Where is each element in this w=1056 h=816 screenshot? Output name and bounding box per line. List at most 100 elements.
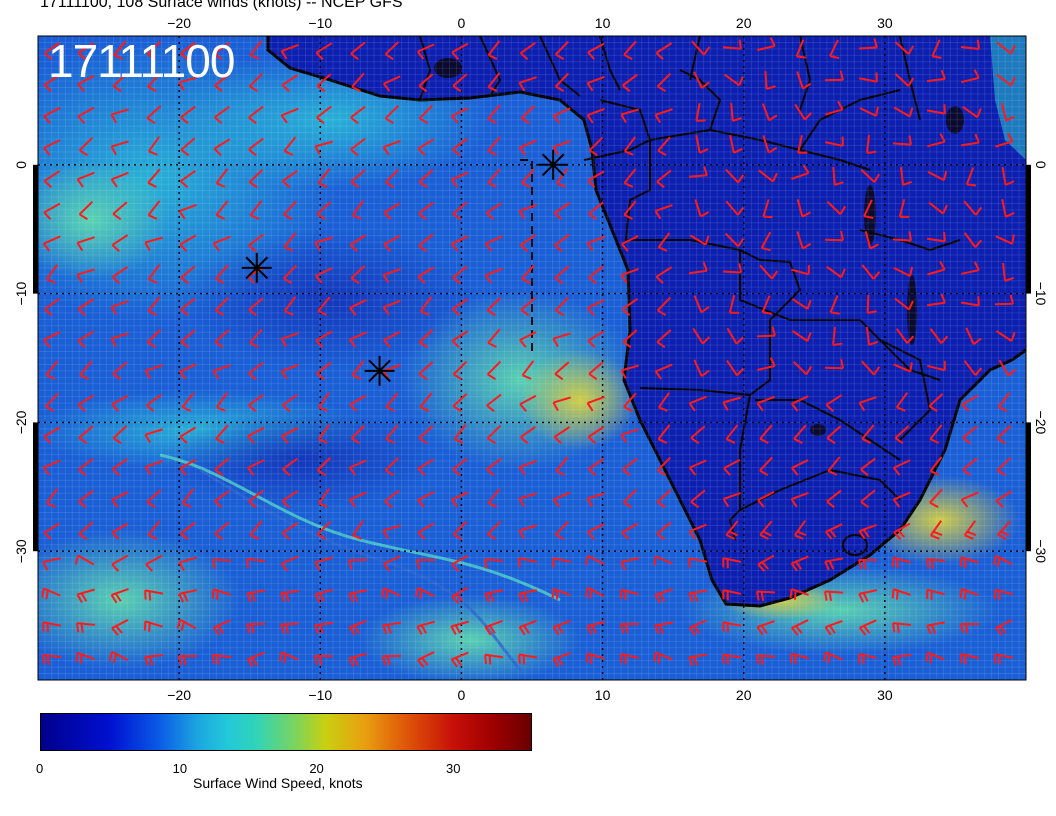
wind-barb — [898, 199, 910, 218]
wind-barb — [688, 395, 707, 412]
lon-tick-label-top: 10 — [595, 15, 611, 31]
barb-feather — [973, 337, 982, 345]
barb-shaft — [587, 395, 605, 405]
barb-feather — [282, 180, 291, 189]
wind-barb — [248, 72, 264, 93]
barb-shaft — [926, 77, 946, 83]
barb-shaft — [181, 488, 195, 504]
barb-shaft — [77, 554, 95, 566]
wind-barb — [829, 295, 840, 315]
barb-shaft — [730, 102, 734, 122]
barb-feather — [791, 627, 799, 636]
barb-shaft — [315, 556, 333, 564]
wind-barb — [654, 108, 673, 124]
barb-feather — [873, 366, 881, 376]
barb-feather — [722, 654, 725, 664]
wind-barb — [314, 236, 333, 252]
barb-feather — [179, 371, 187, 380]
barb-shaft — [77, 42, 95, 54]
wind-barb — [451, 107, 469, 124]
barb-feather — [487, 502, 498, 508]
lat-tick-label-left: −10 — [13, 282, 29, 306]
wind-barb — [43, 202, 61, 220]
barb-shaft — [962, 425, 978, 439]
barb-feather — [383, 563, 391, 572]
wind-speed-streak — [159, 453, 561, 602]
barb-shaft — [899, 166, 905, 186]
wind-barb — [484, 619, 503, 636]
wind-barb — [147, 520, 161, 540]
wind-barb — [44, 297, 60, 317]
wind-barb — [213, 138, 231, 156]
barb-feather — [702, 261, 708, 272]
barb-feather — [703, 166, 708, 176]
wind-barb — [963, 232, 983, 248]
barb-shaft — [996, 457, 1012, 471]
barb-feather — [176, 619, 182, 629]
wind-barb — [622, 73, 638, 93]
barb-shaft — [791, 268, 809, 276]
barb-feather — [416, 625, 423, 635]
barb-shaft — [655, 363, 673, 373]
barb-feather — [249, 85, 259, 93]
barb-feather — [281, 532, 291, 541]
barb-shaft — [112, 266, 128, 278]
wind-barb — [994, 588, 1013, 601]
barb-shaft — [927, 364, 945, 372]
barb-feather — [417, 147, 426, 156]
wind-barb — [450, 651, 469, 668]
barb-feather — [77, 83, 85, 92]
barb-shaft — [383, 555, 401, 565]
barb-feather — [1010, 331, 1016, 342]
wind-barb — [826, 425, 842, 445]
wind-barb — [965, 327, 982, 345]
barb-shaft — [78, 425, 94, 439]
barb-shaft — [350, 424, 366, 440]
barb-shaft — [588, 136, 604, 152]
barb-feather — [43, 339, 51, 348]
barb-feather — [45, 590, 49, 600]
barb-shaft — [893, 588, 911, 596]
wind-barb — [764, 70, 776, 90]
barb-feather — [147, 181, 157, 188]
barb-feather — [999, 625, 1007, 634]
map-field — [38, 36, 1026, 680]
barb-feather — [552, 658, 560, 668]
barb-feather — [688, 627, 697, 636]
barb-feather — [79, 213, 88, 221]
wind-barb — [791, 395, 809, 412]
barb-shaft — [762, 135, 770, 153]
wind-barb — [417, 522, 435, 540]
barb-feather — [348, 593, 354, 603]
lake — [946, 106, 964, 134]
barb-shaft — [383, 331, 401, 341]
wind-barb — [451, 491, 469, 508]
barb-feather — [212, 654, 215, 665]
wind-barb — [725, 424, 739, 444]
barb-shaft — [832, 166, 836, 186]
barb-feather — [384, 53, 394, 61]
barb-shaft — [384, 104, 400, 120]
barb-shaft — [43, 459, 61, 469]
barb-feather — [590, 624, 597, 634]
wind-barb — [688, 619, 707, 636]
wind-barb — [690, 489, 706, 509]
wind-barb — [484, 267, 503, 284]
wind-barb — [317, 424, 331, 444]
wind-barb — [283, 200, 297, 220]
wind-barb — [487, 72, 501, 92]
barb-feather — [840, 359, 844, 369]
wind-barb — [382, 621, 402, 635]
wind-barb — [995, 619, 1013, 636]
barb-shaft — [587, 652, 605, 660]
barb-feather — [246, 593, 252, 603]
wind-barb — [1001, 198, 1015, 218]
barb-shaft — [892, 654, 912, 658]
wind-barb — [554, 72, 570, 93]
wind-barb — [316, 73, 332, 93]
wind-barb — [484, 558, 504, 569]
barb-shaft — [621, 588, 639, 596]
wind-barb — [417, 458, 435, 476]
barb-shaft — [689, 395, 707, 405]
